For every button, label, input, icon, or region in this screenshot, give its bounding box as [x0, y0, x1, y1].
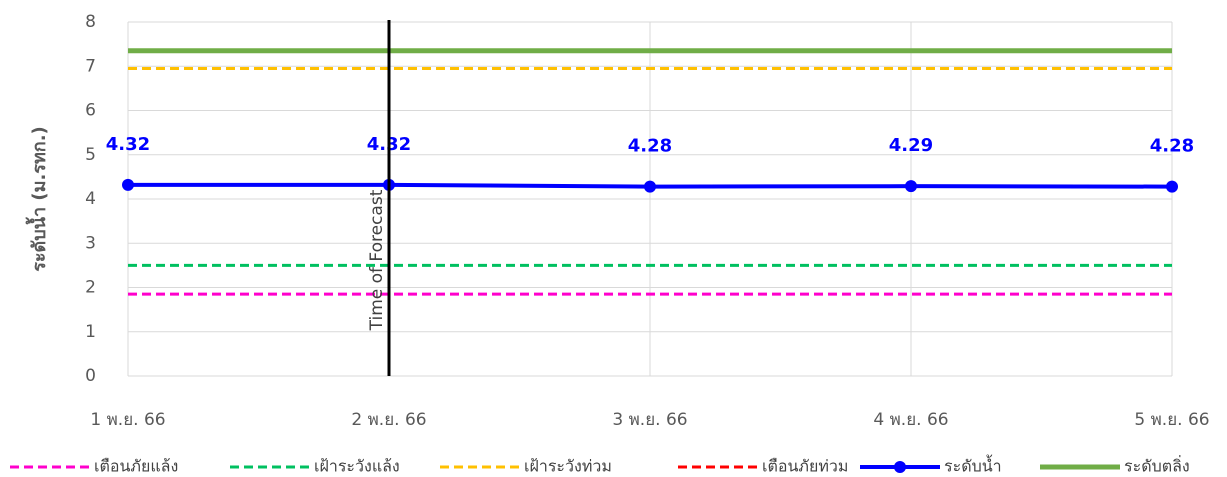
y-tick-label: 3: [85, 233, 96, 253]
data-point: [122, 178, 134, 191]
legend-label: เฝ้าระวังแล้ง: [314, 457, 400, 476]
x-tick-label: 5 พ.ย. 66: [1134, 410, 1209, 430]
legend-label: เตือนภัยท่วม: [762, 457, 848, 476]
data-label: 4.28: [628, 136, 672, 157]
y-tick-label: 4: [85, 189, 96, 209]
y-tick-label: 0: [85, 366, 96, 386]
data-label: 4.29: [889, 135, 933, 156]
data-point: [644, 180, 656, 193]
y-tick-label: 6: [85, 101, 96, 121]
legend-label: เฝ้าระวังท่วม: [524, 457, 612, 476]
y-axis-title: ระดับน้ำ (ม.รทก.): [25, 126, 50, 272]
legend-label: เตือนภัยแล้ง: [94, 457, 178, 476]
x-tick-label: 2 พ.ย. 66: [351, 410, 426, 430]
annotation: Time of Forecast: [367, 189, 387, 331]
legend-label: ระดับตลิ่ง: [1124, 455, 1190, 476]
x-tick-label: 3 พ.ย. 66: [612, 410, 687, 430]
data-point: [1166, 180, 1178, 193]
x-tick-label: 4 พ.ย. 66: [873, 410, 948, 430]
y-tick-label: 1: [85, 322, 96, 342]
x-tick-label: 1 พ.ย. 66: [90, 410, 165, 430]
data-point: [905, 180, 917, 193]
data-label: 4.32: [106, 134, 150, 155]
data-label: 4.28: [1150, 136, 1194, 157]
y-tick-label: 7: [85, 56, 96, 76]
legend-marker: [894, 461, 906, 473]
y-tick-label: 8: [85, 12, 96, 32]
legend-label: ระดับน้ำ: [944, 455, 1002, 476]
y-tick-label: 2: [85, 278, 96, 298]
y-tick-label: 5: [85, 145, 96, 165]
